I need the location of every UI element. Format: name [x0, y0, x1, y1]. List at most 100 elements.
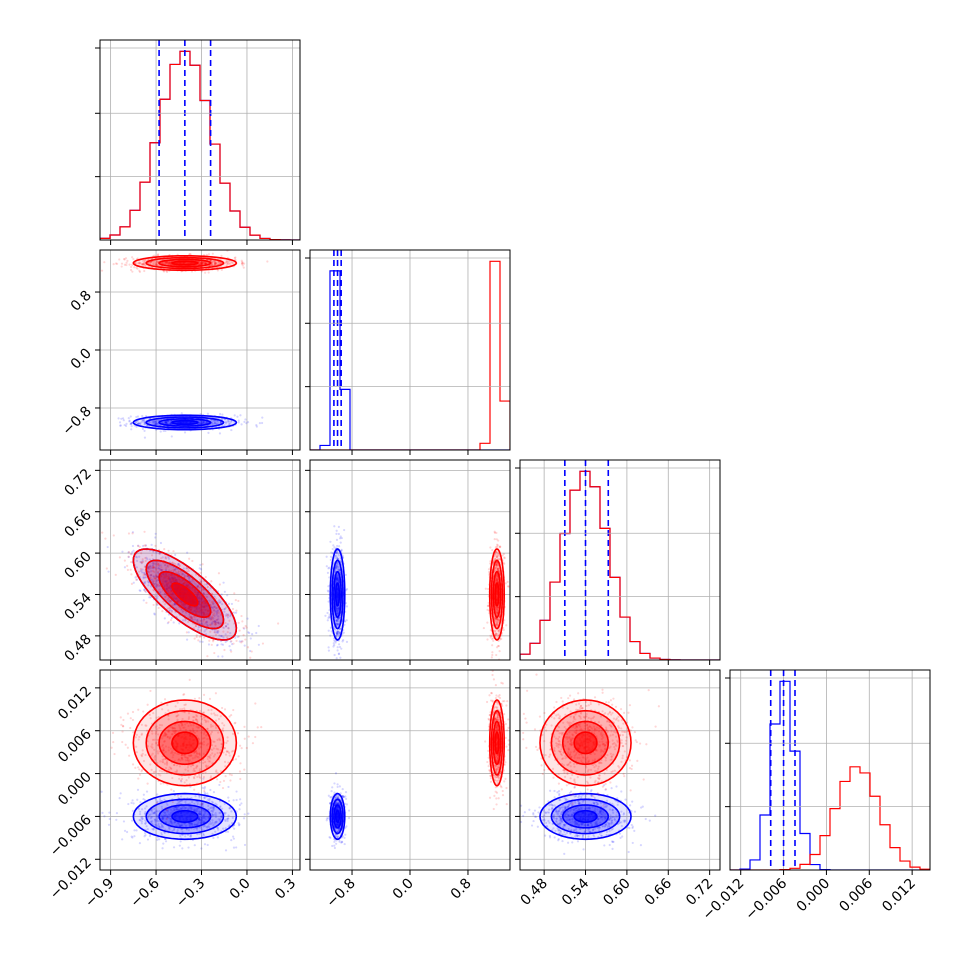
scatter-point: [333, 525, 335, 527]
scatter-point: [208, 253, 210, 255]
scatter-point: [261, 417, 263, 419]
scatter-point: [178, 622, 180, 624]
contour-level-3-series-1: [172, 261, 198, 265]
scatter-point: [333, 644, 335, 646]
scatter-point: [261, 422, 263, 424]
scatter-point: [154, 545, 156, 547]
scatter-point: [144, 832, 146, 834]
scatter-point: [244, 844, 246, 846]
scatter-point: [144, 834, 146, 836]
contour-level-3-series-1: [495, 583, 499, 606]
scatter-point: [220, 643, 222, 645]
scatter-point: [247, 813, 249, 815]
scatter-point: [217, 836, 219, 838]
scatter-point: [336, 539, 338, 541]
scatter-point: [132, 810, 134, 812]
scatter-point: [181, 412, 183, 414]
scatter-point: [135, 416, 137, 418]
scatter-point: [228, 603, 230, 605]
scatter-point: [497, 539, 499, 541]
scatter-point: [231, 603, 233, 605]
scatter-point: [127, 803, 129, 805]
scatter-point: [139, 546, 141, 548]
scatter-point: [132, 258, 134, 260]
scatter-point: [130, 561, 132, 563]
scatter-point: [162, 843, 164, 845]
scatter-point: [333, 654, 335, 656]
contour-level-3-series-0: [336, 583, 340, 606]
scatter-point: [238, 635, 240, 637]
scatter-point: [224, 591, 226, 593]
scatter-point: [136, 799, 138, 801]
scatter-point: [246, 618, 248, 620]
scatter-point: [328, 649, 330, 651]
scatter-point: [228, 800, 230, 802]
scatter-point: [490, 636, 492, 638]
scatter-point: [505, 582, 507, 584]
scatter-point: [339, 657, 341, 659]
scatter-point: [212, 837, 214, 839]
scatter-point: [156, 839, 158, 841]
scatter-point: [329, 541, 331, 543]
scatter-point: [131, 583, 133, 585]
scatter-point: [242, 634, 244, 636]
scatter-point: [486, 609, 488, 611]
scatter-point: [109, 818, 111, 820]
scatter-point: [246, 627, 248, 629]
scatter-point: [221, 269, 223, 271]
scatter-point: [139, 271, 141, 273]
scatter-point: [201, 641, 203, 643]
scatter-point: [232, 608, 234, 610]
scatter-point: [328, 615, 330, 617]
scatter-point: [115, 819, 117, 821]
scatter-point: [189, 253, 191, 255]
scatter-point: [142, 428, 144, 430]
scatter-point: [346, 619, 348, 621]
scatter-point: [213, 652, 215, 654]
scatter-point: [103, 261, 105, 263]
scatter-point: [171, 617, 173, 619]
scatter-point: [158, 838, 160, 840]
scatter-point: [258, 644, 260, 646]
scatter-point: [115, 262, 117, 264]
scatter-point: [196, 634, 198, 636]
scatter-point: [130, 573, 132, 575]
scatter-point: [107, 571, 109, 573]
scatter-point: [259, 422, 261, 424]
scatter-point: [221, 655, 223, 657]
scatter-point: [104, 538, 106, 540]
scatter-point: [337, 646, 339, 648]
panel-p2-vs-p2: [515, 460, 720, 660]
scatter-point: [187, 846, 189, 848]
scatter-point: [242, 262, 244, 264]
scatter-point: [116, 812, 118, 814]
scatter-point: [327, 590, 329, 592]
scatter-point: [329, 635, 331, 637]
scatter-point: [143, 599, 145, 601]
scatter-point: [240, 423, 242, 425]
scatter-point: [211, 644, 213, 646]
scatter-point: [184, 431, 186, 433]
scatter-point: [226, 594, 228, 596]
scatter-point: [227, 831, 229, 833]
scatter-point: [108, 824, 110, 826]
scatter-point: [495, 546, 497, 548]
scatter-point: [121, 265, 123, 267]
scatter-point: [247, 631, 249, 633]
scatter-point: [230, 429, 232, 431]
scatter-point: [203, 636, 205, 638]
scatter-point: [204, 272, 206, 274]
scatter-point: [158, 607, 160, 609]
scatter-point: [133, 266, 135, 268]
scatter-point: [144, 590, 146, 592]
scatter-point: [326, 556, 328, 558]
scatter-point: [194, 844, 196, 846]
scatter-point: [239, 798, 241, 800]
scatter-point: [125, 423, 127, 425]
scatter-point: [139, 842, 141, 844]
scatter-point: [101, 270, 103, 272]
scatter-point: [338, 526, 340, 528]
scatter-point: [346, 641, 348, 643]
scatter-point: [227, 786, 229, 788]
